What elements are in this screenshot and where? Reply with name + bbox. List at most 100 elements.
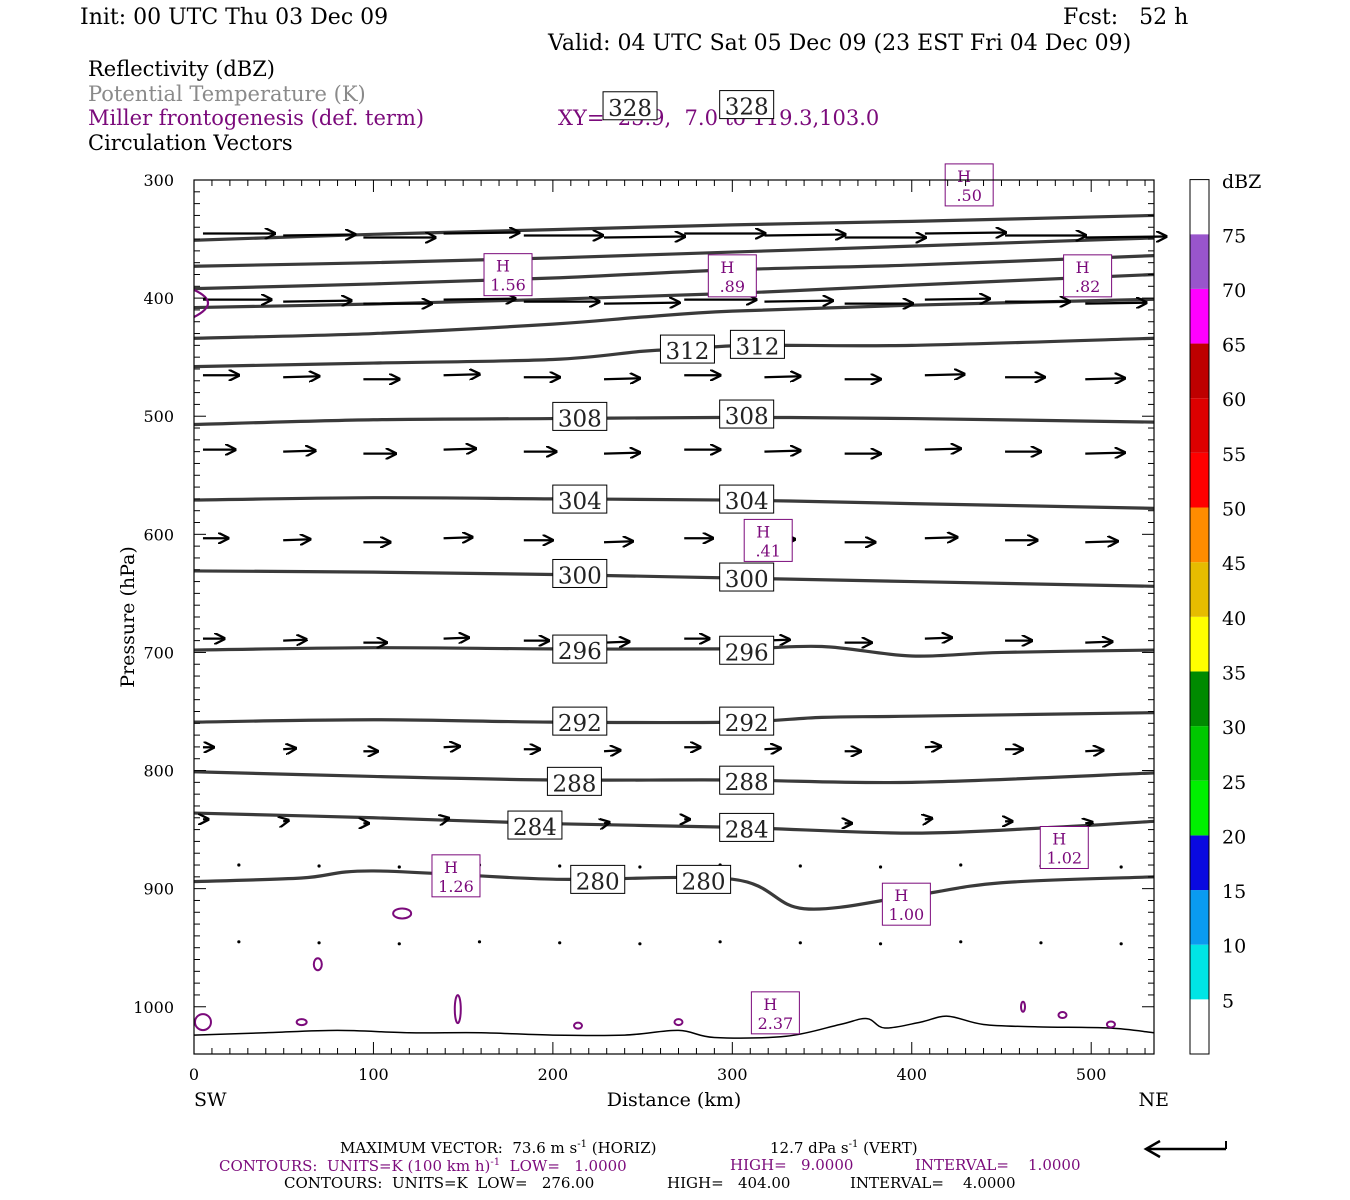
circulation-vector xyxy=(558,864,562,868)
y-tick-label: 600 xyxy=(143,525,174,544)
theta-contour-label: 288 xyxy=(719,765,775,796)
circulation-vector xyxy=(798,864,802,868)
circulation-vector xyxy=(878,865,883,869)
footer-fronto-high: HIGH= 9.0000 xyxy=(730,1156,854,1174)
colorbar-segment xyxy=(1190,944,1209,1000)
circulation-vector xyxy=(604,303,680,304)
circulation-vector xyxy=(558,941,562,945)
theta-label-text: 312 xyxy=(666,339,710,365)
colorbar-segment xyxy=(1190,726,1209,781)
colorbar-label: 60 xyxy=(1222,389,1246,411)
circulation-vector xyxy=(283,301,351,302)
circulation-vector xyxy=(959,940,963,944)
x-right-label: NE xyxy=(1139,1089,1170,1111)
circulation-vector xyxy=(638,865,642,869)
max-value: 2.37 xyxy=(758,1014,794,1033)
x-axis-title: Distance (km) xyxy=(607,1089,742,1111)
frontogenesis-max-label: H1.26 xyxy=(431,854,481,898)
colorbar-segment xyxy=(1190,890,1209,945)
circulation-vector xyxy=(443,537,473,538)
circulation-vector xyxy=(603,378,640,379)
circulation-vector xyxy=(1085,750,1103,751)
circulation-vector xyxy=(603,642,629,643)
max-value: 1.02 xyxy=(1046,848,1082,867)
theta-contour-label: 288 xyxy=(546,766,602,797)
colorbar-segment xyxy=(1190,234,1209,289)
footer-theta-high: HIGH= 404.00 xyxy=(667,1174,791,1192)
circulation-vector xyxy=(1085,237,1166,238)
max-marker: H xyxy=(1052,829,1066,848)
colorbar-label: 55 xyxy=(1222,444,1246,466)
y-tick-label: 400 xyxy=(143,289,174,308)
theta-contour xyxy=(193,236,1155,268)
circulation-vector xyxy=(283,539,310,540)
max-marker: H xyxy=(444,858,458,877)
theta-label-text: 288 xyxy=(725,770,769,796)
frontogenesis-contour xyxy=(1105,1020,1116,1029)
theta-contour-label: 292 xyxy=(552,706,608,737)
circulation-vector xyxy=(443,299,516,300)
max-value: 1.00 xyxy=(889,905,925,924)
circulation-vector xyxy=(924,537,957,538)
x-left-label: SW xyxy=(194,1089,227,1111)
circulation-vector xyxy=(283,235,355,236)
colorbar-segment xyxy=(1190,343,1209,399)
footer-max-vector: MAXIMUM VECTOR: 73.6 m s-1 (HORIZ) xyxy=(340,1139,657,1157)
max-marker: H xyxy=(894,886,908,905)
circulation-vector xyxy=(444,818,449,819)
circulation-vector xyxy=(283,640,306,641)
circulation-vector xyxy=(477,940,482,944)
colorbar-label: 45 xyxy=(1222,553,1246,575)
reference-vector-arrow xyxy=(1143,1139,1227,1159)
frontogenesis-max-label: H1.00 xyxy=(881,882,931,926)
theta-contour xyxy=(193,644,1155,658)
theta-contour xyxy=(193,415,1155,427)
colorbar-segment xyxy=(1190,616,1209,672)
colorbar-label: 15 xyxy=(1222,881,1246,903)
theta-label-text: 288 xyxy=(552,771,596,797)
colorbar-label: 30 xyxy=(1222,717,1246,739)
theta-contour xyxy=(193,569,1155,588)
theta-contour-label: 304 xyxy=(552,484,608,515)
frontogenesis-contour xyxy=(193,1013,212,1032)
circulation-vector xyxy=(764,301,832,302)
circulation-vector xyxy=(924,233,1006,234)
max-value: .89 xyxy=(720,277,745,296)
theta-contour xyxy=(193,770,1155,785)
max-value: 1.56 xyxy=(490,276,526,295)
max-value: 1.26 xyxy=(438,877,474,896)
frontogenesis-contour xyxy=(1020,1000,1027,1013)
colorbar-segment xyxy=(1190,780,1209,836)
circulation-vector xyxy=(283,451,315,452)
y-tick-label: 500 xyxy=(143,407,174,426)
x-tick-label: 0 xyxy=(189,1065,199,1084)
frontogenesis-contour xyxy=(673,1018,684,1027)
frontogenesis-max-label: H.82 xyxy=(1063,254,1113,298)
theta-contour xyxy=(193,272,1155,310)
colorbar-label: 75 xyxy=(1222,225,1246,247)
theta-contour xyxy=(193,253,1155,291)
max-value: .41 xyxy=(755,541,780,560)
circulation-vector xyxy=(603,750,620,751)
circulation-vector xyxy=(1085,822,1092,823)
plot-frame xyxy=(193,179,1155,1055)
circulation-vector xyxy=(1085,541,1117,542)
frontogenesis-contour xyxy=(312,957,323,972)
max-marker: H xyxy=(496,257,510,276)
theta-contour xyxy=(193,869,1155,911)
colorbar-segment xyxy=(1190,562,1209,617)
circulation-vector xyxy=(959,863,963,867)
circulation-vector xyxy=(603,541,633,542)
y-tick-label: 700 xyxy=(143,643,174,662)
theta-contour-label: 280 xyxy=(570,864,626,895)
circulation-vector xyxy=(397,942,401,946)
theta-label-text: 328 xyxy=(725,95,769,121)
footer-fronto-interval: INTERVAL= 1.0000 xyxy=(915,1156,1081,1174)
circulation-vector xyxy=(924,449,961,450)
x-tick-label: 200 xyxy=(538,1065,569,1084)
max-value: .50 xyxy=(956,186,981,205)
theta-contour-label: 328 xyxy=(719,90,775,121)
y-tick-label: 300 xyxy=(143,171,174,190)
max-marker: H xyxy=(1076,258,1090,277)
x-tick-label: 500 xyxy=(1076,1065,1107,1084)
